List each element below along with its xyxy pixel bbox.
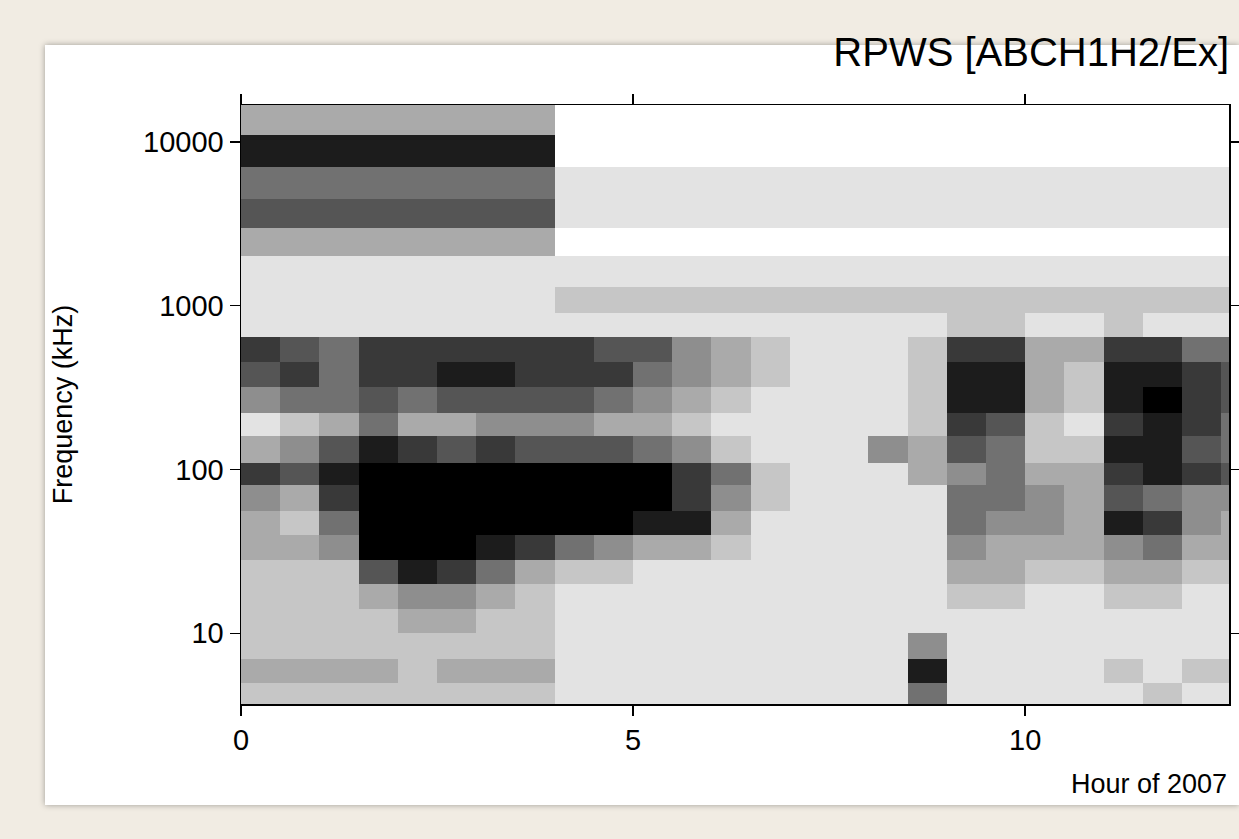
svg-text:Frequency (kHz): Frequency (kHz): [48, 305, 78, 505]
svg-text:0: 0: [233, 724, 249, 756]
svg-text:1000: 1000: [159, 290, 224, 322]
svg-text:Hour of 2007: Hour of 2007: [1071, 769, 1227, 799]
svg-text:100: 100: [175, 454, 223, 486]
svg-text:10: 10: [1009, 724, 1041, 756]
svg-text:10: 10: [191, 617, 223, 649]
svg-text:RPWS [ABCH1H2/Ex]: RPWS [ABCH1H2/Ex]: [833, 30, 1229, 74]
svg-text:10000: 10000: [143, 126, 224, 158]
svg-text:5: 5: [625, 724, 641, 756]
